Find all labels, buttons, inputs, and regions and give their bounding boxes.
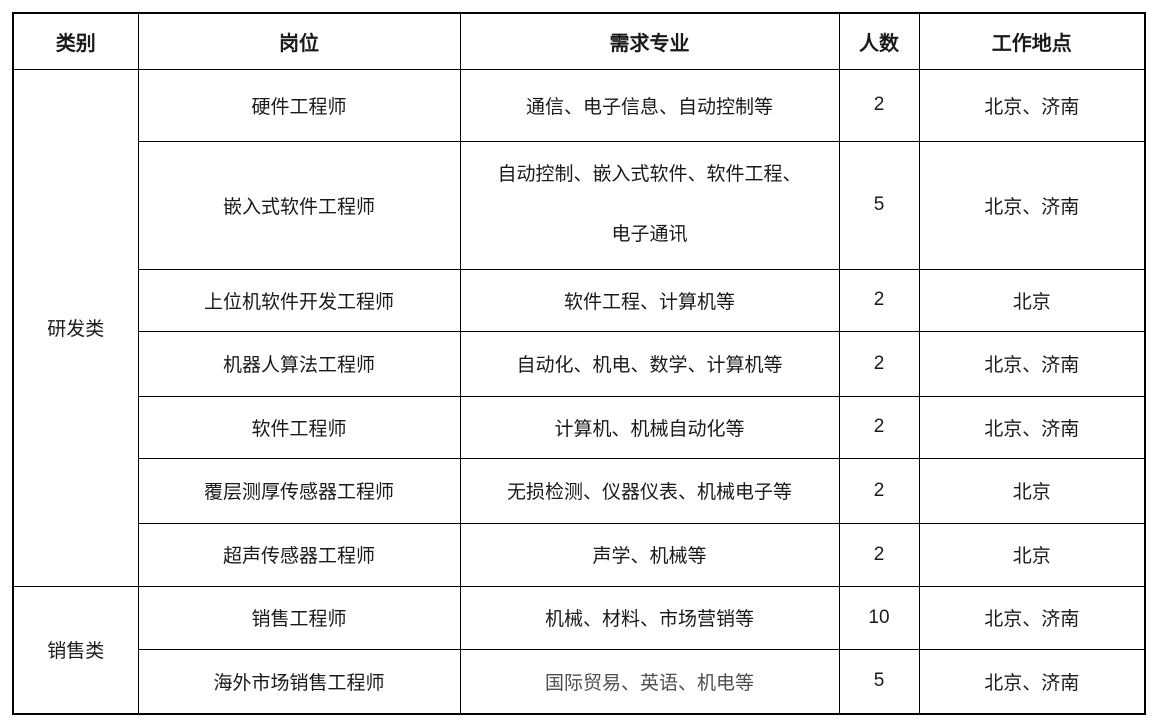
- count-cell: 5: [838, 140, 920, 270]
- position-cell: 机器人算法工程师: [137, 330, 461, 397]
- location-cell: 北京: [918, 457, 1146, 524]
- count-cell: 2: [838, 522, 920, 587]
- position-cell: 嵌入式软件工程师: [137, 140, 461, 270]
- category-cell-rd: 研发类: [12, 68, 139, 587]
- table-row: 海外市场销售工程师 国际贸易、英语、机电等 5 北京、济南: [13, 648, 1146, 715]
- majors-cell: 机械、材料、市场营销等: [459, 585, 840, 650]
- header-row: 类别 岗位 需求专业 人数 工作地点: [12, 12, 1146, 70]
- count-cell: 5: [838, 648, 920, 715]
- count-cell: 2: [838, 457, 920, 524]
- position-cell: 上位机软件开发工程师: [137, 268, 461, 332]
- table-row: 上位机软件开发工程师 软件工程、计算机等 2 北京: [13, 268, 1146, 332]
- count-cell: 10: [838, 585, 920, 650]
- majors-cell: 自动化、机电、数学、计算机等: [459, 330, 840, 397]
- position-cell: 销售工程师: [137, 585, 461, 650]
- table-row: 机器人算法工程师 自动化、机电、数学、计算机等 2 北京、济南: [13, 330, 1146, 397]
- location-cell: 北京: [918, 522, 1146, 587]
- majors-cell: 国际贸易、英语、机电等: [459, 648, 840, 715]
- majors-cell: 软件工程、计算机等: [459, 268, 840, 332]
- count-cell: 2: [838, 330, 920, 397]
- header-location: 工作地点: [918, 12, 1146, 70]
- position-cell: 覆层测厚传感器工程师: [137, 457, 461, 524]
- majors-cell: 无损检测、仪器仪表、机械电子等: [459, 457, 840, 524]
- recruitment-table: 类别 岗位 需求专业 人数 工作地点 研发类 硬件工程师 通信、电子信息、自动控…: [12, 12, 1146, 715]
- position-cell: 软件工程师: [137, 395, 461, 459]
- location-cell: 北京、济南: [918, 68, 1146, 142]
- category-cell-sales: 销售类: [12, 585, 139, 715]
- table-row: 软件工程师 计算机、机械自动化等 2 北京、济南: [13, 395, 1146, 459]
- location-cell: 北京、济南: [918, 330, 1146, 397]
- majors-cell: 计算机、机械自动化等: [459, 395, 840, 459]
- position-cell: 海外市场销售工程师: [137, 648, 461, 715]
- location-cell: 北京: [918, 268, 1146, 332]
- majors-cell: 自动控制、嵌入式软件、软件工程、 电子通讯: [459, 140, 840, 270]
- header-position: 岗位: [137, 12, 461, 70]
- table-row: 研发类 硬件工程师 通信、电子信息、自动控制等 2 北京、济南: [12, 68, 1146, 587]
- header-count: 人数: [838, 12, 920, 70]
- header-category: 类别: [12, 12, 139, 70]
- table-row: 覆层测厚传感器工程师 无损检测、仪器仪表、机械电子等 2 北京: [13, 457, 1146, 524]
- location-cell: 北京、济南: [918, 648, 1146, 715]
- table-row: 超声传感器工程师 声学、机械等 2 北京: [13, 522, 1146, 587]
- location-cell: 北京、济南: [918, 140, 1146, 270]
- position-cell: 硬件工程师: [137, 68, 461, 142]
- count-cell: 2: [838, 268, 920, 332]
- majors-cell: 声学、机械等: [459, 522, 840, 587]
- table-row: 销售类 销售工程师 机械、材料、市场营销等 10 北京、济南: [12, 585, 1146, 715]
- header-majors: 需求专业: [459, 12, 840, 70]
- count-cell: 2: [838, 395, 920, 459]
- majors-cell: 通信、电子信息、自动控制等: [459, 68, 840, 142]
- location-cell: 北京、济南: [918, 395, 1146, 459]
- location-cell: 北京、济南: [918, 585, 1146, 650]
- position-cell: 超声传感器工程师: [137, 522, 461, 587]
- table-row: 嵌入式软件工程师 自动控制、嵌入式软件、软件工程、 电子通讯 5 北京、济南: [13, 140, 1146, 270]
- count-cell: 2: [838, 68, 920, 142]
